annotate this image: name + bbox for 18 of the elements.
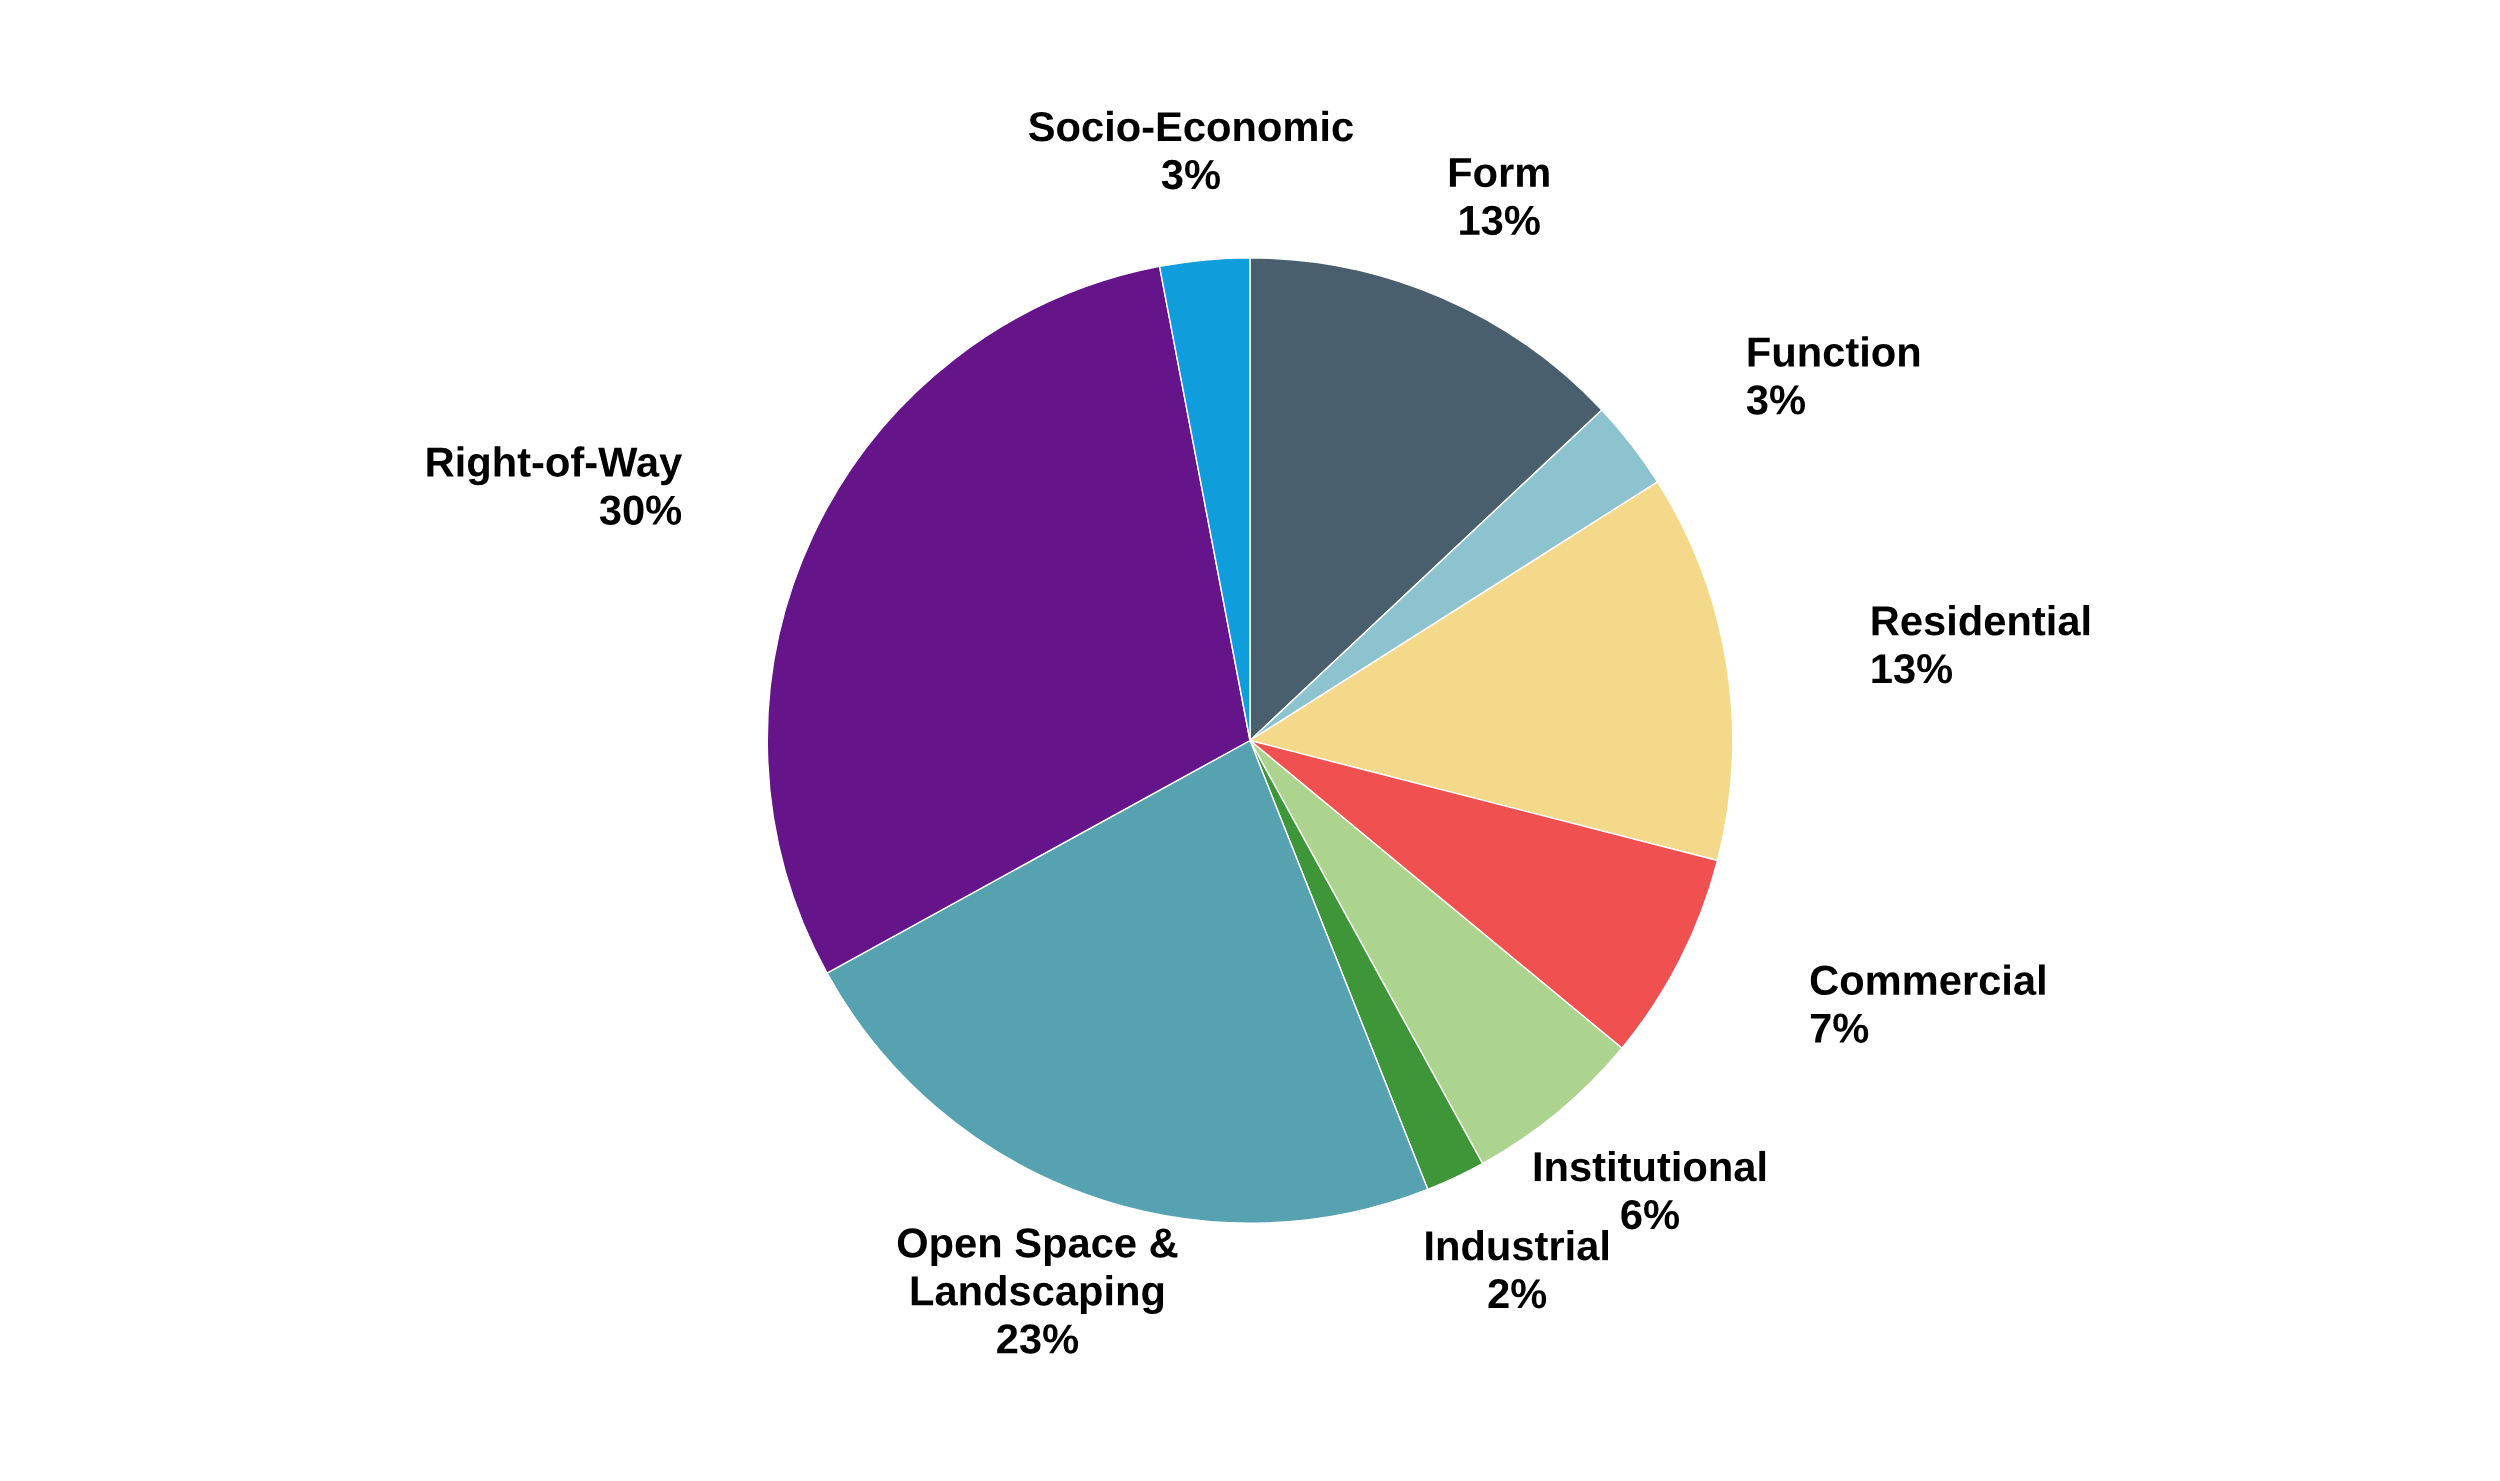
- data-label: 3%: [1161, 159, 1220, 190]
- data-label: 30%: [599, 495, 682, 526]
- data-label: 23%: [997, 1324, 1079, 1354]
- data-label: 13%: [1872, 654, 1953, 684]
- slice-label: Function: [1748, 336, 1920, 367]
- slice-label: Right-of-Way: [427, 446, 683, 486]
- data-label: 3%: [1746, 385, 1805, 415]
- slice-label: Socio-Economic: [1028, 110, 1353, 142]
- slice-label: Open Space & Landscaping: [897, 1228, 1178, 1315]
- slice-label: Commercial: [1810, 964, 2045, 996]
- data-label: 13%: [1460, 205, 1540, 236]
- data-label: 2%: [1488, 1278, 1547, 1309]
- slice-label: Institutional: [1534, 1150, 1766, 1182]
- data-label: 6%: [1621, 1199, 1679, 1230]
- slice-label: Residential: [1872, 605, 2090, 636]
- slice-label: Industrial: [1426, 1229, 1608, 1261]
- data-label: 7%: [1810, 1013, 1869, 1043]
- slice-label: Form: [1449, 158, 1549, 188]
